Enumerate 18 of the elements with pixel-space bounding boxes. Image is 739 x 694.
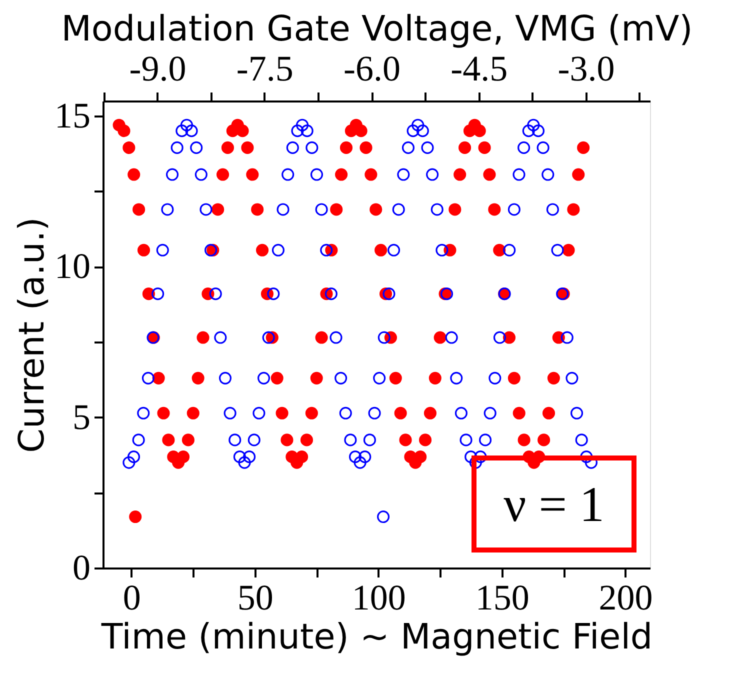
x2-tick-label: -6.0 bbox=[344, 48, 400, 88]
x-axis-title: Time (minute) ~ Magnetic Field bbox=[100, 618, 653, 658]
x2-axis-title: Modulation Gate Voltage, VMG (mV) bbox=[61, 10, 693, 50]
y-tick-label: 15 bbox=[54, 96, 90, 136]
annotation: ν = 1 bbox=[504, 476, 604, 532]
x-tick-label: 150 bbox=[475, 578, 530, 618]
x-tick-label: 200 bbox=[598, 578, 653, 618]
x-tick-label: 0 bbox=[122, 578, 141, 618]
y-tick-label: 10 bbox=[54, 246, 90, 286]
x2-tick-label: -9.0 bbox=[129, 48, 186, 88]
x2-tick-label: -7.5 bbox=[236, 48, 294, 88]
x2-tick-label: -4.5 bbox=[450, 48, 508, 88]
x-tick-label: 50 bbox=[237, 578, 274, 618]
x2-tick-label: -3.0 bbox=[558, 48, 615, 88]
y-axis-title: Current (a.u.) bbox=[12, 217, 52, 453]
x-tick-label: 100 bbox=[352, 578, 406, 618]
y-tick-label: 0 bbox=[72, 548, 90, 588]
y-tick-label: 5 bbox=[72, 396, 90, 437]
